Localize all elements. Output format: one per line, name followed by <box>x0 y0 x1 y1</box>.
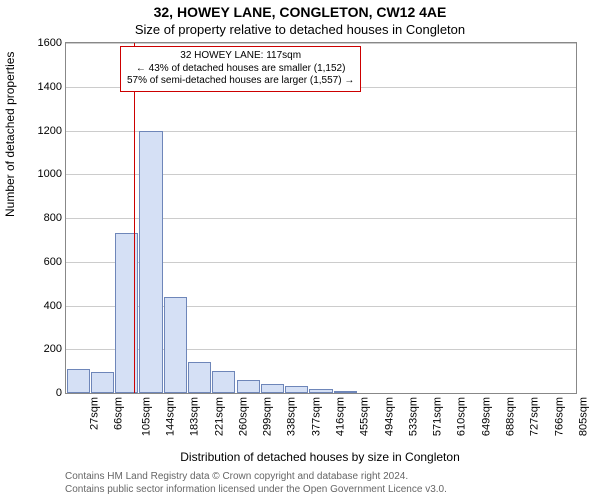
xtick-label: 766sqm <box>553 397 565 436</box>
annotation-line1: 32 HOWEY LANE: 117sqm <box>127 50 354 63</box>
histogram-bar <box>261 384 284 393</box>
ytick-label: 800 <box>44 212 62 224</box>
xtick-label: 260sqm <box>237 397 249 436</box>
plot-area: 0200400600800100012001400160027sqm66sqm1… <box>65 42 577 394</box>
xtick-label: 27sqm <box>89 397 101 430</box>
xtick-label: 377sqm <box>310 397 322 436</box>
ytick-label: 400 <box>44 300 62 312</box>
chart-title-line2: Size of property relative to detached ho… <box>0 22 600 37</box>
footer-line2: Contains public sector information licen… <box>65 483 447 496</box>
xtick-label: 144sqm <box>165 397 177 436</box>
histogram-bar <box>139 131 162 394</box>
xtick-label: 455sqm <box>359 397 371 436</box>
footer-line1: Contains HM Land Registry data © Crown c… <box>65 470 447 483</box>
histogram-bar <box>164 297 187 393</box>
ytick-label: 200 <box>44 343 62 355</box>
xtick-label: 416sqm <box>335 397 347 436</box>
annotation-box: 32 HOWEY LANE: 117sqm ← 43% of detached … <box>120 46 361 92</box>
histogram-bar <box>334 391 357 393</box>
ytick-label: 0 <box>56 387 62 399</box>
histogram-bar <box>91 372 114 393</box>
chart-container: { "header": { "line1": "32, HOWEY LANE, … <box>0 0 600 500</box>
annotation-line3: 57% of semi-detached houses are larger (… <box>127 75 354 88</box>
ytick-label: 1600 <box>38 37 62 49</box>
xtick-label: 66sqm <box>113 397 125 430</box>
ytick-label: 1200 <box>38 125 62 137</box>
x-axis-label: Distribution of detached houses by size … <box>65 450 575 464</box>
xtick-label: 727sqm <box>529 397 541 436</box>
xtick-label: 183sqm <box>189 397 201 436</box>
footer-text: Contains HM Land Registry data © Crown c… <box>65 470 447 496</box>
xtick-label: 494sqm <box>383 397 395 436</box>
xtick-label: 610sqm <box>456 397 468 436</box>
xtick-label: 571sqm <box>432 397 444 436</box>
histogram-bar <box>285 386 308 393</box>
xtick-label: 105sqm <box>140 397 152 436</box>
xtick-label: 221sqm <box>213 397 225 436</box>
xtick-label: 338sqm <box>286 397 298 436</box>
histogram-bar <box>309 389 332 393</box>
histogram-bar <box>67 369 90 393</box>
xtick-label: 805sqm <box>577 397 589 436</box>
xtick-label: 649sqm <box>480 397 492 436</box>
histogram-bar <box>237 380 260 393</box>
histogram-bar <box>212 371 235 393</box>
histogram-bar <box>188 362 211 393</box>
xtick-label: 533sqm <box>407 397 419 436</box>
gridline <box>66 43 576 44</box>
xtick-label: 299sqm <box>262 397 274 436</box>
ytick-label: 1400 <box>38 81 62 93</box>
annotation-line2: ← 43% of detached houses are smaller (1,… <box>127 63 354 76</box>
ytick-label: 1000 <box>38 168 62 180</box>
xtick-label: 688sqm <box>505 397 517 436</box>
chart-title-line1: 32, HOWEY LANE, CONGLETON, CW12 4AE <box>0 4 600 20</box>
property-marker-line <box>134 43 135 393</box>
ytick-label: 600 <box>44 256 62 268</box>
